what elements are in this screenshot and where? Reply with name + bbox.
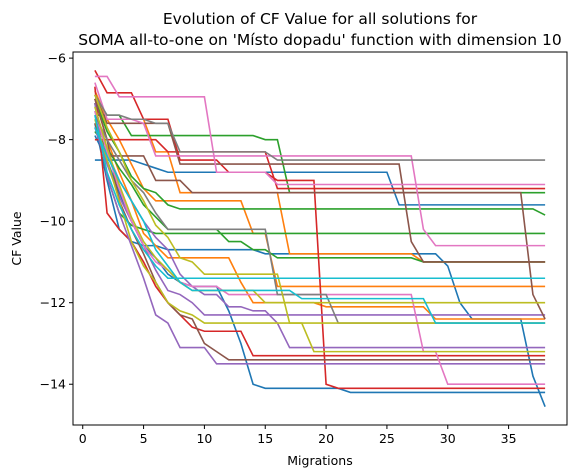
y-tick-label: −14 <box>40 377 66 392</box>
series-line-29 <box>94 127 546 324</box>
series-line-27 <box>94 119 546 353</box>
series-line-6 <box>94 98 546 320</box>
series-line-11 <box>94 69 546 390</box>
series-line-10 <box>94 131 546 263</box>
series-line-25 <box>94 106 546 304</box>
series-line-23 <box>94 94 546 161</box>
series-line-14 <box>94 102 546 365</box>
series-line-2 <box>94 159 546 206</box>
x-axis-label: Migrations <box>287 453 352 468</box>
x-tick-label: 10 <box>196 431 212 446</box>
x-tick-label: 30 <box>440 431 456 446</box>
series-line-9 <box>94 102 546 235</box>
y-tick-label: −8 <box>48 132 66 147</box>
y-tick-label: −12 <box>40 295 66 310</box>
x-tick-label: 20 <box>318 431 334 446</box>
x-tick-label: 15 <box>257 431 273 446</box>
axes: 0 5 10 15 20 25 30 35 −14 −12 −10 −8 −6 <box>40 51 568 446</box>
plot-frame <box>72 51 568 426</box>
y-tick-label: −10 <box>40 214 66 229</box>
y-tick-label: −6 <box>48 51 66 66</box>
series-line-15 <box>94 127 546 316</box>
series-line-3 <box>94 135 546 394</box>
plot-area <box>94 69 546 407</box>
x-tick-label: 0 <box>79 431 87 446</box>
series-line-28 <box>94 115 546 280</box>
x-tick-label: 35 <box>501 431 517 446</box>
chart-title-line-2: SOMA all-to-one on 'Místo dopadu' functi… <box>78 31 561 49</box>
series-line-8 <box>94 98 546 216</box>
series-line-21 <box>94 82 546 247</box>
y-axis-label: CF Value <box>9 211 24 266</box>
series-line-20 <box>94 75 546 186</box>
series-line-13 <box>94 138 546 190</box>
series-line-16 <box>94 110 546 349</box>
x-tick-label: 5 <box>140 431 148 446</box>
series-line-19 <box>94 98 546 361</box>
x-tick-label: 25 <box>379 431 395 446</box>
chart-title-line-1: Evolution of CF Value for all solutions … <box>163 10 478 28</box>
series-line-17 <box>94 123 546 320</box>
